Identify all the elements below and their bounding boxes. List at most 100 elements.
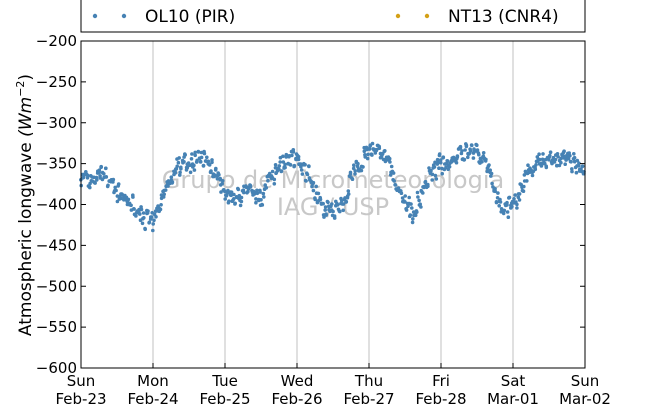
data-point bbox=[570, 169, 574, 174]
data-point bbox=[270, 169, 275, 174]
y-tick-label: −450 bbox=[36, 236, 77, 254]
x-tick-label-day: Sat bbox=[501, 372, 526, 390]
data-point bbox=[272, 177, 277, 182]
data-point bbox=[279, 169, 284, 174]
data-point bbox=[88, 181, 92, 186]
data-point bbox=[507, 196, 511, 200]
data-point bbox=[132, 207, 136, 211]
data-point bbox=[86, 173, 90, 178]
data-point bbox=[178, 173, 182, 177]
data-point bbox=[427, 166, 431, 170]
data-point bbox=[570, 167, 574, 171]
x-tick-label-day: Fri bbox=[432, 372, 450, 390]
data-point bbox=[207, 162, 212, 167]
data-point bbox=[323, 208, 328, 212]
data-point bbox=[120, 192, 124, 196]
data-point bbox=[413, 213, 418, 218]
data-point bbox=[575, 158, 580, 163]
data-point bbox=[138, 212, 142, 216]
x-axis: SunFeb-23MonFeb-24TueFeb-25WedFeb-26ThuF… bbox=[55, 363, 611, 408]
data-point bbox=[183, 152, 187, 156]
data-point bbox=[166, 184, 170, 188]
data-point bbox=[336, 203, 340, 207]
data-point bbox=[493, 189, 498, 194]
data-point bbox=[512, 197, 516, 201]
x-tick-label-day: Sun bbox=[571, 372, 600, 390]
data-point bbox=[277, 167, 281, 171]
data-point bbox=[548, 153, 552, 158]
data-point bbox=[229, 190, 234, 194]
data-point bbox=[539, 164, 544, 168]
data-point bbox=[534, 163, 538, 167]
data-point bbox=[288, 163, 293, 167]
data-point bbox=[239, 199, 244, 204]
data-point bbox=[99, 165, 103, 169]
data-point bbox=[438, 158, 443, 162]
data-point bbox=[284, 152, 289, 157]
data-point bbox=[470, 143, 474, 148]
data-point bbox=[467, 152, 471, 156]
data-point bbox=[174, 167, 178, 171]
y-axis: −200 −250 −300 −350 −400 −450 −500 −550 −600 bbox=[36, 32, 585, 377]
data-point bbox=[563, 162, 567, 166]
data-point bbox=[226, 200, 231, 205]
data-point bbox=[415, 210, 419, 214]
data-point bbox=[296, 157, 301, 162]
data-point bbox=[299, 164, 303, 169]
data-point bbox=[337, 209, 342, 213]
data-point bbox=[430, 172, 435, 177]
data-point bbox=[209, 169, 213, 173]
data-point bbox=[477, 160, 481, 164]
data-point bbox=[366, 152, 370, 157]
data-point bbox=[266, 178, 270, 183]
data-point bbox=[188, 163, 192, 167]
data-point bbox=[304, 179, 308, 183]
data-point bbox=[426, 184, 430, 188]
data-point bbox=[254, 200, 258, 205]
x-tick-label-date: Feb-25 bbox=[199, 390, 250, 408]
data-point bbox=[156, 204, 160, 208]
data-point bbox=[526, 163, 530, 167]
data-point bbox=[455, 154, 460, 158]
data-point bbox=[515, 206, 519, 210]
y-tick-label: −550 bbox=[36, 318, 77, 336]
data-point bbox=[199, 155, 204, 160]
data-point bbox=[205, 155, 209, 160]
data-point bbox=[277, 164, 282, 168]
data-point bbox=[182, 160, 186, 164]
y-tick-label: −250 bbox=[36, 73, 77, 91]
data-point bbox=[537, 157, 542, 162]
data-point bbox=[323, 205, 328, 209]
data-point bbox=[437, 166, 441, 170]
y-tick-label: −300 bbox=[36, 114, 77, 132]
y-tick-label: −400 bbox=[36, 196, 77, 214]
data-point bbox=[141, 211, 146, 215]
data-point bbox=[543, 161, 547, 166]
data-point bbox=[114, 188, 118, 193]
data-point bbox=[441, 155, 446, 159]
data-point bbox=[521, 189, 526, 193]
data-point bbox=[483, 159, 488, 163]
data-point bbox=[236, 187, 241, 192]
data-point bbox=[533, 165, 537, 170]
data-point bbox=[239, 195, 244, 200]
data-point bbox=[106, 183, 110, 188]
data-point bbox=[149, 215, 154, 219]
data-point bbox=[331, 209, 335, 214]
data-point bbox=[445, 159, 450, 163]
data-point bbox=[215, 176, 220, 181]
data-point bbox=[339, 199, 344, 203]
data-point bbox=[362, 149, 367, 154]
data-point bbox=[496, 191, 500, 195]
data-point bbox=[193, 153, 197, 158]
plot-area: Grupo de Micrometeorologia IAG / USP −20… bbox=[36, 32, 611, 408]
data-point bbox=[423, 179, 428, 184]
data-point bbox=[557, 163, 562, 168]
data-point bbox=[544, 164, 548, 168]
data-point bbox=[464, 143, 469, 148]
data-point bbox=[129, 203, 133, 208]
data-point bbox=[223, 189, 227, 194]
data-point bbox=[516, 195, 521, 199]
data-point bbox=[255, 188, 259, 193]
